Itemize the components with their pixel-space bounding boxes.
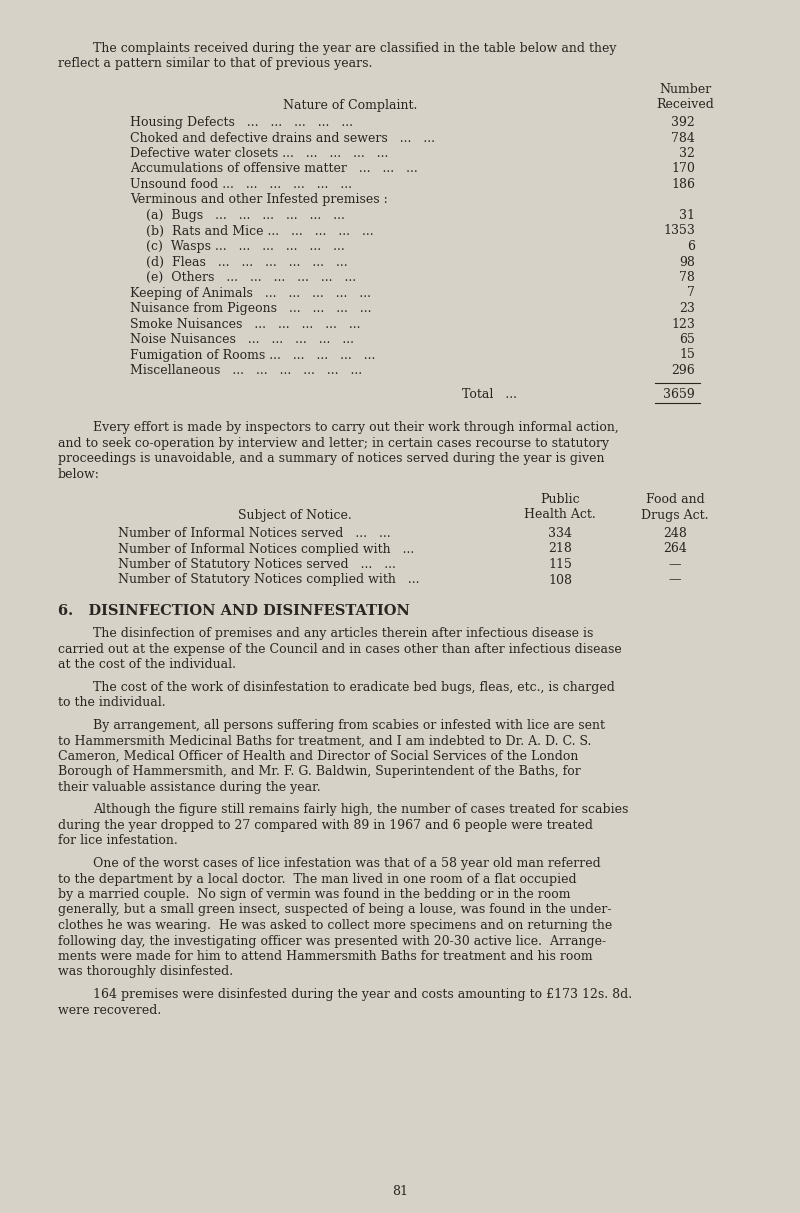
Text: 32: 32 [679, 147, 695, 160]
Text: 170: 170 [671, 163, 695, 176]
Text: Number: Number [659, 82, 711, 96]
Text: (e)  Others   ...   ...   ...   ...   ...   ...: (e) Others ... ... ... ... ... ... [130, 270, 356, 284]
Text: was thoroughly disinfested.: was thoroughly disinfested. [58, 966, 233, 979]
Text: Total   ...: Total ... [462, 387, 518, 400]
Text: to Hammersmith Medicinal Baths for treatment, and I am indebted to Dr. A. D. C. : to Hammersmith Medicinal Baths for treat… [58, 735, 591, 747]
Text: 218: 218 [548, 542, 572, 556]
Text: 1353: 1353 [663, 224, 695, 238]
Text: Health Act.: Health Act. [524, 508, 596, 522]
Text: —: — [669, 574, 682, 587]
Text: 6: 6 [687, 240, 695, 254]
Text: during the year dropped to 27 compared with 89 in 1967 and 6 people were treated: during the year dropped to 27 compared w… [58, 819, 593, 832]
Text: Defective water closets ...   ...   ...   ...   ...: Defective water closets ... ... ... ... … [130, 147, 388, 160]
Text: The complaints received during the year are classified in the table below and th: The complaints received during the year … [93, 42, 617, 55]
Text: Cameron, Medical Officer of Health and Director of Social Services of the London: Cameron, Medical Officer of Health and D… [58, 750, 578, 763]
Text: reflect a pattern similar to that of previous years.: reflect a pattern similar to that of pre… [58, 57, 372, 70]
Text: 81: 81 [392, 1185, 408, 1198]
Text: (a)  Bugs   ...   ...   ...   ...   ...   ...: (a) Bugs ... ... ... ... ... ... [130, 209, 345, 222]
Text: Public: Public [540, 492, 580, 506]
Text: Number of Statutory Notices served   ...   ...: Number of Statutory Notices served ... .… [118, 558, 396, 571]
Text: at the cost of the individual.: at the cost of the individual. [58, 659, 236, 672]
Text: clothes he was wearing.  He was asked to collect more specimens and on returning: clothes he was wearing. He was asked to … [58, 919, 612, 932]
Text: Miscellaneous   ...   ...   ...   ...   ...   ...: Miscellaneous ... ... ... ... ... ... [130, 364, 362, 377]
Text: Verminous and other Infested premises :: Verminous and other Infested premises : [130, 194, 388, 206]
Text: to the department by a local doctor.  The man lived in one room of a flat occupi: to the department by a local doctor. The… [58, 872, 577, 885]
Text: 186: 186 [671, 178, 695, 190]
Text: Although the figure still remains fairly high, the number of cases treated for s: Although the figure still remains fairly… [93, 803, 628, 816]
Text: (d)  Fleas   ...   ...   ...   ...   ...   ...: (d) Fleas ... ... ... ... ... ... [130, 256, 348, 268]
Text: carried out at the expense of the Council and in cases other than after infectio: carried out at the expense of the Counci… [58, 643, 622, 656]
Text: 264: 264 [663, 542, 687, 556]
Text: ments were made for him to attend Hammersmith Baths for treatment and his room: ments were made for him to attend Hammer… [58, 950, 593, 963]
Text: Number of Informal Notices served   ...   ...: Number of Informal Notices served ... ..… [118, 526, 390, 540]
Text: Nuisance from Pigeons   ...   ...   ...   ...: Nuisance from Pigeons ... ... ... ... [130, 302, 371, 315]
Text: following day, the investigating officer was presented with 20-30 active lice.  : following day, the investigating officer… [58, 934, 606, 947]
Text: Subject of Notice.: Subject of Notice. [238, 508, 352, 522]
Text: 334: 334 [548, 526, 572, 540]
Text: and to seek co-operation by interview and letter; in certain cases recourse to s: and to seek co-operation by interview an… [58, 437, 609, 450]
Text: their valuable assistance during the year.: their valuable assistance during the yea… [58, 781, 321, 795]
Text: Fumigation of Rooms ...   ...   ...   ...   ...: Fumigation of Rooms ... ... ... ... ... [130, 348, 375, 361]
Text: —: — [669, 558, 682, 571]
Text: (b)  Rats and Mice ...   ...   ...   ...   ...: (b) Rats and Mice ... ... ... ... ... [130, 224, 374, 238]
Text: 392: 392 [671, 116, 695, 129]
Text: Nature of Complaint.: Nature of Complaint. [283, 98, 417, 112]
Text: Borough of Hammersmith, and Mr. F. G. Baldwin, Superintendent of the Baths, for: Borough of Hammersmith, and Mr. F. G. Ba… [58, 765, 581, 779]
Text: 7: 7 [687, 286, 695, 300]
Text: 296: 296 [671, 364, 695, 377]
Text: Keeping of Animals   ...   ...   ...   ...   ...: Keeping of Animals ... ... ... ... ... [130, 286, 371, 300]
Text: Number of Statutory Notices complied with   ...: Number of Statutory Notices complied wit… [118, 574, 419, 587]
Text: for lice infestation.: for lice infestation. [58, 835, 178, 848]
Text: Unsound food ...   ...   ...   ...   ...   ...: Unsound food ... ... ... ... ... ... [130, 178, 352, 190]
Text: Smoke Nuisances   ...   ...   ...   ...   ...: Smoke Nuisances ... ... ... ... ... [130, 318, 361, 330]
Text: Received: Received [656, 98, 714, 112]
Text: Drugs Act.: Drugs Act. [642, 508, 709, 522]
Text: Accumulations of offensive matter   ...   ...   ...: Accumulations of offensive matter ... ..… [130, 163, 418, 176]
Text: 23: 23 [679, 302, 695, 315]
Text: 65: 65 [679, 334, 695, 346]
Text: 78: 78 [679, 270, 695, 284]
Text: 784: 784 [671, 131, 695, 144]
Text: proceedings is unavoidable, and a summary of notices served during the year is g: proceedings is unavoidable, and a summar… [58, 452, 605, 465]
Text: generally, but a small green insect, suspected of being a louse, was found in th: generally, but a small green insect, sus… [58, 904, 611, 917]
Text: Every effort is made by inspectors to carry out their work through informal acti: Every effort is made by inspectors to ca… [93, 421, 618, 434]
Text: below:: below: [58, 467, 100, 480]
Text: 31: 31 [679, 209, 695, 222]
Text: The disinfection of premises and any articles therein after infectious disease i: The disinfection of premises and any art… [93, 627, 594, 640]
Text: Noise Nuisances   ...   ...   ...   ...   ...: Noise Nuisances ... ... ... ... ... [130, 334, 354, 346]
Text: 248: 248 [663, 526, 687, 540]
Text: by a married couple.  No sign of vermin was found in the bedding or in the room: by a married couple. No sign of vermin w… [58, 888, 570, 901]
Text: Number of Informal Notices complied with   ...: Number of Informal Notices complied with… [118, 542, 414, 556]
Text: 115: 115 [548, 558, 572, 571]
Text: 108: 108 [548, 574, 572, 587]
Text: were recovered.: were recovered. [58, 1003, 162, 1016]
Text: Housing Defects   ...   ...   ...   ...   ...: Housing Defects ... ... ... ... ... [130, 116, 353, 129]
Text: 6.   DISINFECTION AND DISINFESTATION: 6. DISINFECTION AND DISINFESTATION [58, 604, 410, 617]
Text: (c)  Wasps ...   ...   ...   ...   ...   ...: (c) Wasps ... ... ... ... ... ... [130, 240, 345, 254]
Text: Food and: Food and [646, 492, 704, 506]
Text: 123: 123 [671, 318, 695, 330]
Text: 3659: 3659 [663, 387, 695, 400]
Text: 98: 98 [679, 256, 695, 268]
Text: Choked and defective drains and sewers   ...   ...: Choked and defective drains and sewers .… [130, 131, 435, 144]
Text: The cost of the work of disinfestation to eradicate bed bugs, fleas, etc., is ch: The cost of the work of disinfestation t… [93, 680, 615, 694]
Text: One of the worst cases of lice infestation was that of a 58 year old man referre: One of the worst cases of lice infestati… [93, 858, 601, 870]
Text: 15: 15 [679, 348, 695, 361]
Text: 164 premises were disinfested during the year and costs amounting to £173 12s. 8: 164 premises were disinfested during the… [93, 989, 632, 1001]
Text: to the individual.: to the individual. [58, 696, 166, 710]
Text: By arrangement, all persons suffering from scabies or infested with lice are sen: By arrangement, all persons suffering fr… [93, 719, 605, 731]
